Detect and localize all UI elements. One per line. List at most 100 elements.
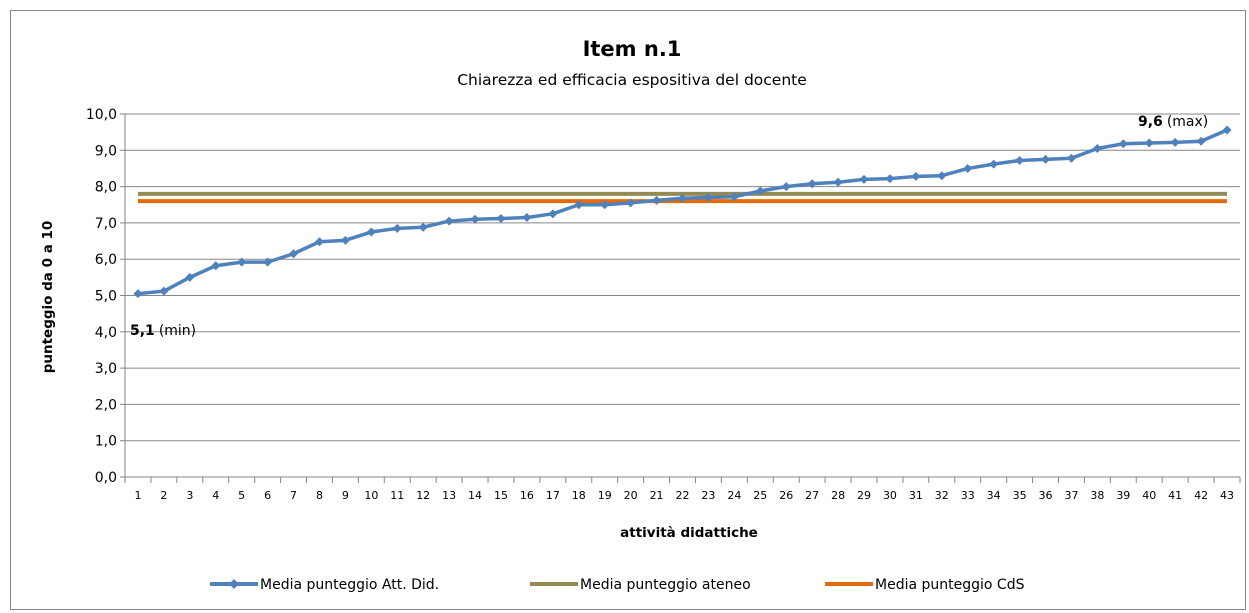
y-tick-label: 2,0 [95, 397, 117, 413]
y-tick-label: 7,0 [95, 216, 117, 232]
data-point [807, 179, 817, 189]
data-point [703, 192, 713, 202]
data-point [366, 227, 376, 237]
legend-label-cds: Media punteggio CdS [875, 577, 1025, 593]
x-tick-label: 18 [572, 489, 586, 502]
x-tick-label: 5 [238, 489, 245, 502]
data-point [1144, 138, 1154, 148]
min-annotation: 5,1 (min) [130, 323, 196, 339]
x-tick-label: 23 [701, 489, 715, 502]
series-line-0 [137, 128, 1228, 296]
data-point [652, 195, 662, 205]
x-tick-label: 29 [857, 489, 871, 502]
data-point [937, 171, 947, 181]
data-point [237, 257, 247, 267]
chart-frame [10, 10, 1246, 610]
data-point [340, 235, 350, 245]
x-tick-label: 6 [264, 489, 271, 502]
x-tick-label: 31 [909, 489, 923, 502]
x-tick-label: 17 [546, 489, 560, 502]
data-point [989, 159, 999, 169]
data-point [444, 216, 454, 226]
y-tick-label: 0,0 [95, 470, 117, 486]
data-point [418, 222, 428, 232]
y-tick-label: 9,0 [95, 143, 117, 159]
legend-item-ateneo: Media punteggio ateneo [530, 577, 751, 593]
data-point [1015, 155, 1025, 165]
x-tick-label: 28 [831, 489, 845, 502]
x-tick-label: 4 [212, 489, 219, 502]
x-tick-label: 12 [416, 489, 430, 502]
x-tick-label: 13 [442, 489, 456, 502]
legend-item-cds: Media punteggio CdS [825, 577, 1025, 593]
data-point [574, 200, 584, 210]
x-tick-label: 21 [650, 489, 664, 502]
data-point [289, 249, 299, 259]
max-annotation-suffix: (max) [1167, 114, 1208, 130]
x-tick-label: 35 [1013, 489, 1027, 502]
x-axis-label: attività didattiche [620, 525, 758, 541]
legend-marker-att-did [229, 579, 239, 589]
data-point [729, 192, 739, 202]
data-point [781, 182, 791, 192]
x-tick-label: 2 [160, 489, 167, 502]
x-tick-label: 25 [753, 489, 767, 502]
data-point [833, 177, 843, 187]
x-tick-label: 42 [1194, 489, 1208, 502]
x-tick-label: 39 [1116, 489, 1130, 502]
x-tick-label: 8 [316, 489, 323, 502]
x-tick-label: 41 [1168, 489, 1182, 502]
data-point [211, 261, 221, 271]
y-tick-label: 10,0 [86, 107, 117, 123]
data-point [885, 174, 895, 184]
data-point [159, 286, 169, 296]
y-tick-label: 3,0 [95, 361, 117, 377]
data-point [185, 272, 195, 282]
x-tick-label: 15 [494, 489, 508, 502]
x-tick-label: 36 [1039, 489, 1053, 502]
y-tick-label: 1,0 [95, 434, 117, 450]
x-tick-label: 32 [935, 489, 949, 502]
x-tick-label: 40 [1142, 489, 1156, 502]
x-tick-labels: 1 2 3 4 5 6 7 8 9 10 11 12 13 14 15 16 17 18 19 20 21 22 23 24 2… [134, 489, 1234, 502]
x-tick-label: 37 [1064, 489, 1078, 502]
legend: Media punteggio Att. Did. Media punteggi… [210, 577, 1025, 593]
max-annotation: 9,6 (max) [1138, 114, 1208, 130]
data-point [1041, 154, 1051, 164]
data-point [496, 214, 506, 224]
x-tick-label: 20 [624, 489, 638, 502]
x-tick-label: 30 [883, 489, 897, 502]
data-point [678, 193, 687, 203]
chart-title: Item n.1 [583, 37, 682, 61]
data-point [1066, 153, 1076, 163]
data-point [522, 212, 532, 222]
data-point [392, 223, 402, 233]
x-tick-label: 3 [186, 489, 193, 502]
legend-item-att-did: Media punteggio Att. Did. [210, 577, 439, 593]
x-tick-label: 14 [468, 489, 482, 502]
data-point [911, 171, 921, 181]
x-tick-label: 38 [1090, 489, 1104, 502]
x-tick-label: 19 [598, 489, 612, 502]
grid [120, 113, 1241, 483]
x-tick-label: 9 [342, 489, 349, 502]
x-tick-label: 10 [364, 489, 378, 502]
data-point [470, 214, 480, 224]
data-point [1222, 125, 1232, 135]
data-point [1196, 136, 1206, 146]
y-axis-label: punteggio da 0 a 10 [40, 221, 56, 374]
min-annotation-value: 5,1 [130, 323, 155, 339]
data-point [1118, 139, 1128, 149]
x-tick-label: 27 [805, 489, 819, 502]
y-tick-label: 4,0 [95, 325, 117, 341]
data-point [600, 200, 610, 210]
y-tick-label: 6,0 [95, 252, 117, 268]
series-group [133, 125, 1232, 299]
x-tick-label: 43 [1220, 489, 1234, 502]
x-tick-label: 26 [779, 489, 793, 502]
x-tick-label: 16 [520, 489, 534, 502]
data-point [755, 186, 765, 196]
x-tick-label: 1 [134, 489, 141, 502]
x-tick-label: 34 [987, 489, 1001, 502]
